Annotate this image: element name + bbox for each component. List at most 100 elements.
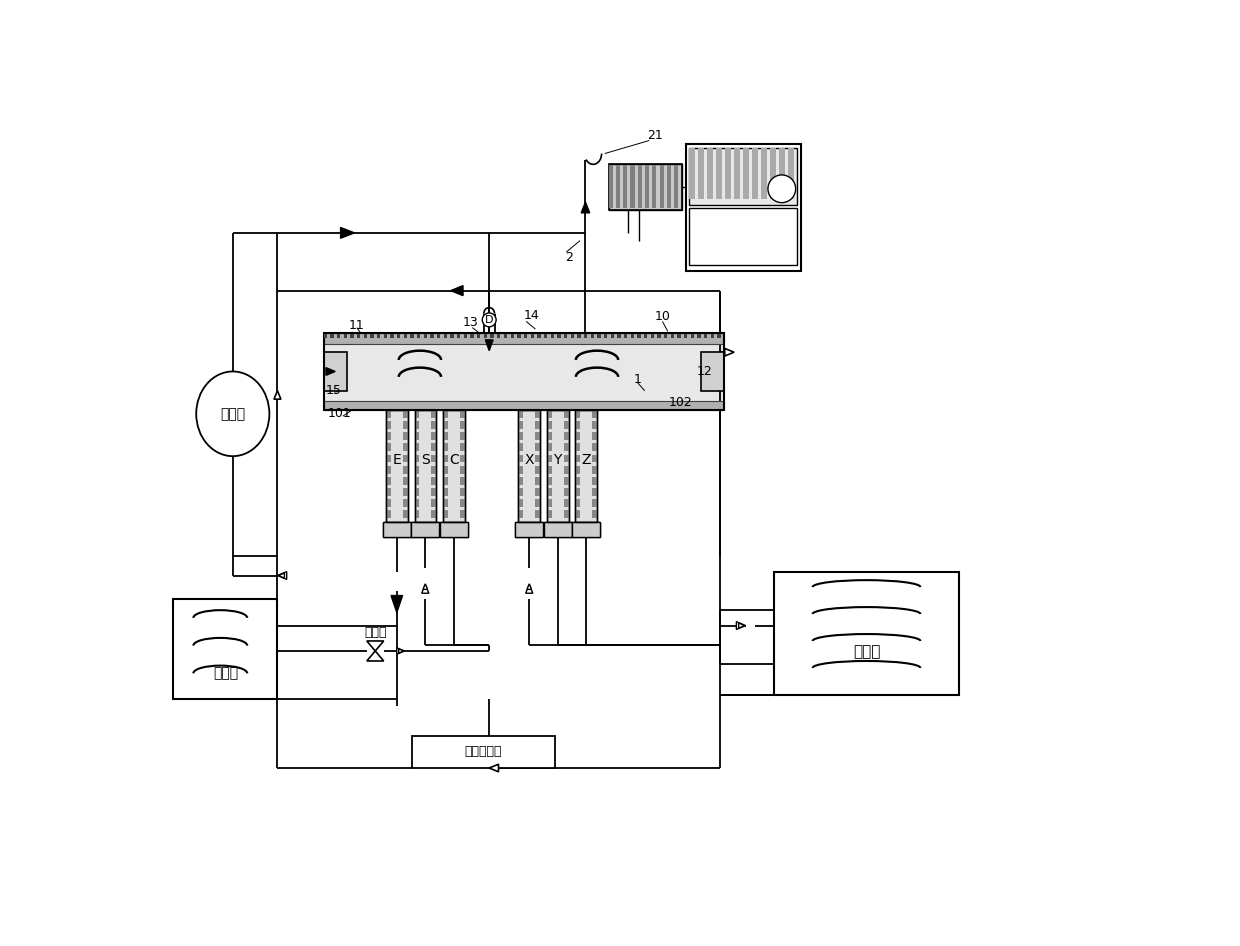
Bar (677, 334, 681, 338)
Polygon shape (527, 584, 532, 589)
Bar (403, 488, 408, 496)
Bar (414, 488, 419, 496)
Bar (357, 334, 361, 338)
Polygon shape (724, 348, 734, 356)
Bar (725, 149, 730, 199)
Bar (503, 334, 507, 338)
Bar (644, 334, 647, 338)
Bar (386, 410, 408, 521)
Bar (575, 410, 596, 521)
Bar (743, 149, 749, 199)
Bar (450, 334, 454, 338)
Bar (593, 410, 596, 418)
Bar (660, 166, 663, 208)
Bar (460, 410, 465, 418)
Bar (536, 455, 541, 463)
Bar (547, 477, 552, 484)
Bar (432, 455, 436, 463)
Bar (383, 521, 410, 537)
Text: 11: 11 (350, 319, 365, 332)
Bar (386, 465, 391, 474)
Bar (403, 511, 408, 518)
Bar (575, 465, 580, 474)
Bar (575, 410, 580, 418)
Bar (564, 444, 568, 451)
Bar (590, 334, 594, 338)
Bar (575, 488, 580, 496)
Polygon shape (326, 368, 335, 376)
Bar (518, 511, 523, 518)
Bar (444, 334, 448, 338)
Bar (516, 521, 543, 537)
Text: 1: 1 (634, 373, 642, 386)
Bar (403, 444, 408, 451)
Polygon shape (423, 584, 428, 589)
Bar (547, 410, 552, 418)
Bar (718, 334, 720, 338)
Text: 10: 10 (655, 310, 671, 324)
Bar (432, 465, 436, 474)
Polygon shape (399, 649, 404, 653)
Bar (386, 455, 391, 463)
Bar (443, 410, 465, 521)
Bar (547, 410, 568, 521)
Bar (460, 444, 465, 451)
Bar (414, 477, 419, 484)
Bar (432, 410, 436, 418)
Bar (414, 410, 436, 521)
Bar (517, 334, 521, 338)
Bar (324, 343, 724, 401)
Bar (430, 334, 434, 338)
Text: 室内机: 室内机 (213, 667, 238, 681)
Bar (618, 334, 620, 338)
Bar (460, 455, 465, 463)
Bar (432, 444, 436, 451)
Bar (564, 499, 568, 507)
Bar (689, 149, 797, 205)
Polygon shape (737, 622, 745, 629)
Bar (610, 334, 614, 338)
Bar (414, 499, 419, 507)
Bar (631, 334, 634, 338)
Bar (624, 334, 627, 338)
Bar (518, 477, 523, 484)
Text: 101: 101 (327, 408, 351, 420)
Bar (386, 499, 391, 507)
Bar (707, 149, 713, 199)
Bar (544, 521, 572, 537)
Bar (593, 488, 596, 496)
Bar (536, 511, 541, 518)
Bar (330, 334, 334, 338)
Bar (414, 421, 419, 429)
Polygon shape (739, 623, 745, 628)
Bar (397, 334, 401, 338)
Bar (518, 432, 523, 440)
Bar (761, 149, 766, 199)
Bar (363, 334, 367, 338)
Bar (417, 334, 420, 338)
Bar (536, 421, 541, 429)
Bar (516, 521, 543, 537)
Text: 21: 21 (647, 129, 662, 142)
Bar (460, 488, 465, 496)
Bar (547, 511, 552, 518)
Polygon shape (367, 641, 383, 651)
Polygon shape (391, 596, 403, 612)
Bar (391, 334, 394, 338)
Bar (551, 334, 554, 338)
Bar (630, 166, 635, 208)
Bar (443, 499, 448, 507)
Bar (573, 521, 600, 537)
Bar (544, 334, 547, 338)
Bar (460, 421, 465, 429)
Text: X: X (525, 453, 534, 467)
Bar (518, 410, 541, 521)
Bar (432, 432, 436, 440)
Text: 室外机: 室外机 (853, 644, 880, 659)
Bar (651, 334, 653, 338)
Bar (386, 511, 391, 518)
Bar (403, 432, 408, 440)
Text: Z: Z (582, 453, 591, 467)
Bar (536, 432, 541, 440)
Bar (536, 477, 541, 484)
